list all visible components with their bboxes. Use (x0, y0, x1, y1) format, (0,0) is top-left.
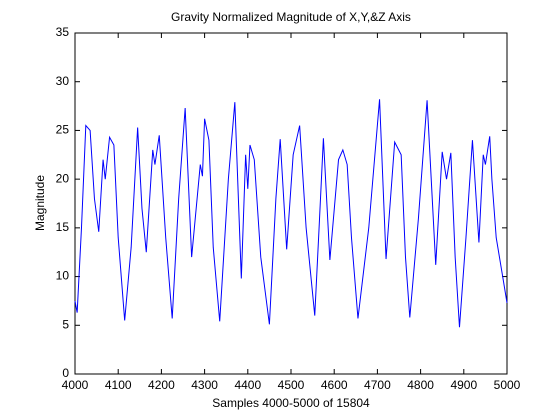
x-tick-label: 4600 (321, 378, 348, 392)
x-tick-label: 4500 (278, 378, 305, 392)
x-tick-label: 4300 (191, 378, 218, 392)
y-tick-label: 5 (62, 317, 69, 331)
y-axis-label: Magnitude (33, 175, 47, 231)
x-tick-label: 4700 (364, 378, 391, 392)
x-axis-label: Samples 4000-5000 of 15804 (212, 396, 370, 410)
x-tick-label: 4200 (148, 378, 175, 392)
x-tick-label: 4400 (234, 378, 261, 392)
y-tick-label: 30 (56, 74, 70, 88)
y-tick-label: 35 (56, 25, 70, 39)
y-tick-label: 15 (56, 220, 70, 234)
data-line (74, 99, 508, 328)
y-tick-label: 25 (56, 123, 70, 137)
x-tick-label: 4900 (450, 378, 477, 392)
y-tick-label: 20 (56, 171, 70, 185)
y-tick-label: 0 (62, 366, 69, 380)
x-tick-label: 4100 (105, 378, 132, 392)
x-tick-label: 5000 (494, 378, 521, 392)
chart-title: Gravity Normalized Magnitude of X,Y,&Z A… (171, 10, 411, 24)
y-tick-label: 10 (56, 269, 70, 283)
x-tick-label: 4000 (62, 378, 89, 392)
x-tick-label: 4800 (407, 378, 434, 392)
